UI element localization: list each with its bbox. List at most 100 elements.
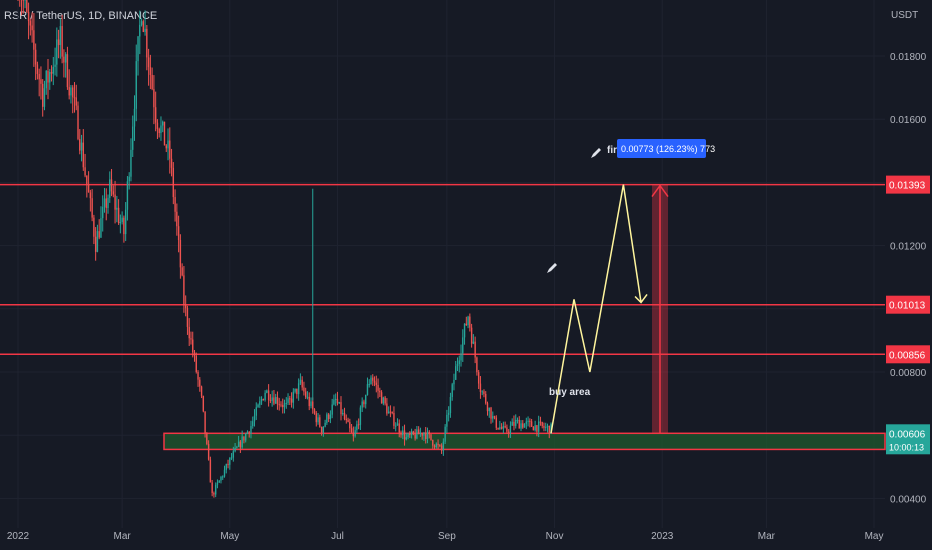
candle-body [382, 397, 385, 404]
candle-body [151, 74, 153, 90]
candle-body [435, 443, 438, 448]
candle-body [444, 426, 446, 442]
candle-body [87, 184, 90, 193]
candle-body [380, 392, 383, 404]
candle-body [539, 421, 542, 423]
candle-body [308, 396, 310, 407]
candle-body [372, 377, 374, 381]
candle-body [195, 355, 197, 372]
candle-body [492, 416, 494, 419]
candle-body [502, 425, 505, 429]
candle-body [22, 0, 24, 1]
candle-body [326, 414, 328, 423]
candle-body [403, 430, 406, 440]
candle-body [315, 413, 317, 423]
candle-body [301, 379, 303, 388]
candle-body [393, 412, 395, 426]
candle-body [188, 326, 190, 339]
pencil-icon[interactable] [547, 263, 557, 273]
candle-body [297, 383, 300, 395]
candle-body [162, 121, 164, 126]
candle-body [511, 421, 513, 426]
candle-body [160, 125, 162, 134]
candle-body [237, 441, 240, 447]
candle-body [522, 423, 524, 428]
candle-body [267, 390, 270, 400]
candle-body [548, 425, 550, 434]
candle-body [248, 431, 250, 434]
candle-body [38, 73, 40, 80]
candle-body [216, 482, 219, 485]
x-tick-label: May [220, 531, 239, 542]
candle-body [440, 445, 443, 451]
candle-body [386, 403, 388, 414]
candle-body [352, 432, 355, 437]
candle-body [421, 432, 423, 436]
candle-body [252, 421, 254, 427]
candle-body [546, 425, 549, 427]
candle-body [294, 388, 296, 392]
y-tick-label: 0.00800 [890, 368, 927, 379]
candle-body [77, 105, 79, 139]
candle-body [486, 403, 489, 412]
candle-body [202, 395, 205, 412]
candle-body [409, 433, 411, 436]
pencil-icon[interactable] [591, 148, 601, 158]
candle-body [158, 128, 160, 134]
candle-body [474, 341, 476, 358]
candle-body [126, 181, 129, 210]
candle-body [183, 275, 185, 306]
buy-zone[interactable] [163, 432, 886, 451]
candle-body [229, 457, 231, 465]
candle-body [507, 431, 510, 433]
candle-body [50, 71, 53, 74]
candle-body [107, 197, 109, 209]
candle-body [430, 434, 432, 440]
candle-body [179, 240, 182, 268]
candle-body [246, 431, 249, 434]
candle-body [142, 21, 145, 32]
candle-body [94, 236, 97, 252]
candle-body [303, 387, 305, 392]
candle-body [398, 423, 400, 433]
candle-body [545, 426, 547, 428]
candle-body [391, 411, 393, 413]
candle-body [132, 126, 134, 150]
x-tick-label: Jul [331, 531, 344, 542]
x-tick-label: May [865, 531, 884, 542]
candle-body [324, 422, 326, 427]
candle-body [333, 399, 335, 405]
candle-body [387, 411, 390, 414]
projection-path[interactable] [550, 184, 642, 434]
candle-body [260, 399, 263, 402]
candle-body [98, 231, 100, 238]
candle-body [497, 427, 499, 429]
candle-body [135, 61, 137, 109]
candle-body [116, 207, 118, 210]
candle-body [500, 427, 503, 429]
candle-body [488, 407, 490, 412]
candle-body [525, 421, 528, 424]
level-price-tag [886, 345, 930, 364]
candle-body [172, 167, 175, 198]
x-tick-label: 2023 [651, 531, 674, 542]
candle-body [354, 430, 356, 437]
candle-body [218, 480, 220, 483]
candle-body [105, 198, 107, 209]
candle-body [537, 421, 540, 432]
candle-body [56, 39, 58, 65]
candle-body [541, 422, 543, 426]
candle-body [72, 87, 74, 98]
candle-body [165, 145, 167, 149]
candle-body [128, 176, 130, 182]
candle-body [73, 97, 76, 99]
candle-body [283, 403, 286, 408]
measure-label-bg [617, 139, 706, 158]
candle-body [42, 83, 44, 107]
candle-body [414, 434, 416, 439]
candle-body [456, 364, 459, 367]
candle-body [86, 175, 88, 185]
candle-body [89, 192, 92, 199]
candle-body [227, 463, 229, 465]
